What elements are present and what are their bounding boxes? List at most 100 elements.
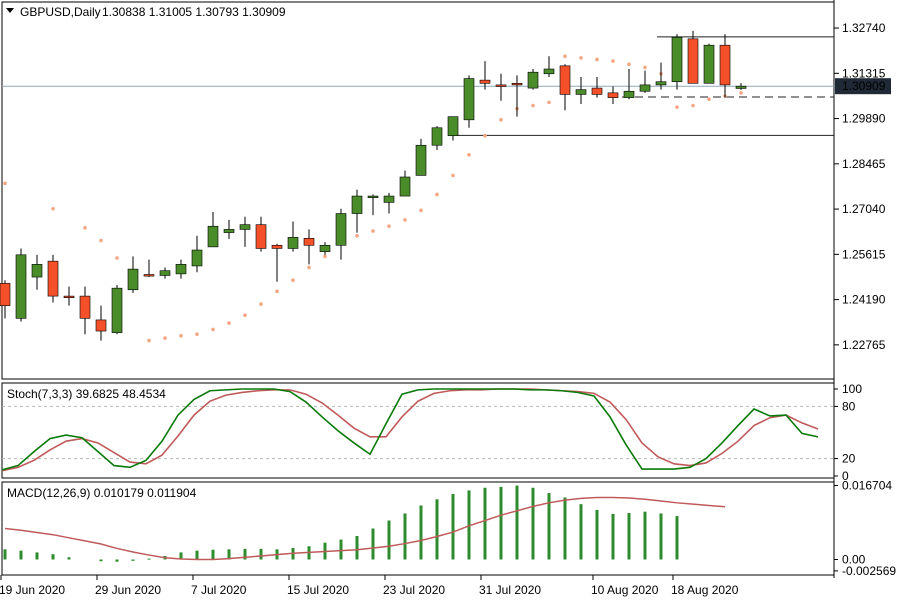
bear-candle	[511, 83, 523, 86]
bull-candle	[31, 264, 43, 278]
stoch-tick-label: 80	[842, 399, 856, 413]
bull-candle	[463, 78, 475, 121]
sar-dot	[291, 278, 295, 283]
macd-histogram-bar	[611, 513, 615, 560]
macd-histogram-bar	[339, 539, 343, 560]
macd-histogram-bar	[131, 559, 135, 561]
bull-candle	[111, 287, 123, 333]
bull-candle	[319, 244, 331, 252]
macd-histogram-bar	[515, 485, 519, 560]
macd-histogram-bar	[179, 552, 183, 560]
macd-tick-label: -0.002569	[842, 564, 896, 578]
macd-histogram-bar	[371, 528, 375, 560]
sar-dot	[611, 59, 615, 63]
bull-candle	[543, 68, 555, 75]
bull-candle	[447, 116, 459, 137]
bull-candle	[335, 213, 347, 246]
macd-histogram-bar	[147, 558, 151, 560]
price-tick-label: 1.28465	[842, 157, 886, 171]
x-tick-label: 18 Aug 2020	[671, 583, 739, 597]
sar-dot	[371, 229, 375, 233]
macd-histogram-bar	[403, 513, 407, 560]
bear-candle	[271, 244, 283, 249]
sar-dot	[563, 54, 567, 59]
macd-histogram-bar	[595, 509, 599, 560]
sar-dot	[675, 105, 679, 109]
macd-title: MACD(12,26,9) 0.010179 0.011904	[7, 486, 197, 500]
bull-candle	[15, 254, 27, 319]
bull-candle	[415, 144, 427, 176]
macd-histogram-bar	[531, 487, 535, 560]
x-tick-label: 10 Aug 2020	[591, 583, 659, 597]
bull-candle	[575, 89, 587, 95]
bull-candle	[207, 225, 219, 248]
price-tick-label: 1.32740	[842, 21, 886, 35]
bull-candle	[175, 264, 187, 275]
x-tick-label: 7 Jul 2020	[191, 583, 247, 597]
price-tick-label: 1.25615	[842, 247, 886, 261]
sar-dot	[451, 173, 455, 178]
price-tick-label: 1.24190	[842, 293, 886, 307]
macd-histogram-bar	[355, 536, 359, 560]
bear-candle	[47, 260, 59, 297]
macd-histogram-bar	[419, 505, 423, 560]
price-tick-label: 1.31315	[842, 66, 886, 80]
sar-dot	[227, 321, 231, 325]
sar-dot	[115, 256, 119, 260]
bull-candle	[671, 36, 683, 83]
bear-candle	[95, 319, 107, 332]
bull-candle	[367, 195, 379, 198]
current-price-box	[835, 78, 891, 95]
bull-candle	[623, 90, 635, 98]
bull-candle	[383, 195, 395, 203]
sar-dot	[179, 334, 183, 338]
sar-dot	[483, 133, 487, 138]
macd-histogram-bar	[467, 490, 471, 560]
macd-histogram-bar	[211, 549, 215, 560]
bull-candle	[351, 195, 363, 214]
macd-histogram-bar	[259, 548, 263, 560]
x-tick-label: 29 Jun 2020	[95, 583, 161, 597]
sar-dot	[627, 62, 631, 67]
macd-histogram-bar	[451, 493, 455, 560]
sar-dot	[739, 91, 743, 95]
macd-histogram-bar	[99, 559, 103, 562]
x-tick-label: 31 Jul 2020	[479, 583, 541, 597]
macd-histogram-bar	[659, 513, 663, 560]
sar-dot	[435, 192, 439, 197]
bear-candle	[495, 84, 507, 87]
macd-histogram-bar	[643, 511, 647, 560]
price-tick-label: 1.27040	[842, 202, 886, 216]
bull-candle	[655, 81, 667, 86]
sar-dot	[211, 327, 215, 332]
bull-candle	[287, 237, 299, 249]
sar-dot	[3, 181, 7, 186]
sar-dot	[195, 332, 199, 337]
macd-histogram-bar	[547, 493, 551, 560]
stoch-tick-label: 20	[842, 452, 856, 466]
bull-candle	[223, 229, 235, 233]
bear-candle	[143, 274, 155, 277]
stoch-tick-label: 0	[842, 469, 849, 483]
price-tick-label: 1.29890	[842, 112, 886, 126]
sar-dot	[51, 206, 55, 211]
macd-histogram-bar	[51, 554, 55, 560]
bull-candle	[191, 249, 203, 267]
macd-histogram-bar	[563, 497, 567, 560]
macd-histogram-bar	[67, 557, 71, 560]
sar-dot	[499, 118, 503, 122]
bull-candle	[159, 270, 171, 276]
macd-histogram-bar	[19, 550, 23, 560]
price-tick-label: 1.22765	[842, 338, 886, 352]
sar-dot	[163, 336, 167, 340]
macd-histogram-bar	[227, 549, 231, 560]
symbol-header: GBPUSD,Daily	[20, 5, 101, 19]
sar-dot	[547, 100, 551, 105]
stoch-tick-label: 100	[842, 382, 862, 396]
macd-histogram-bar	[3, 549, 7, 560]
macd-histogram-bar	[387, 520, 391, 560]
macd-histogram-bar	[195, 550, 199, 560]
sar-dot	[419, 208, 423, 213]
